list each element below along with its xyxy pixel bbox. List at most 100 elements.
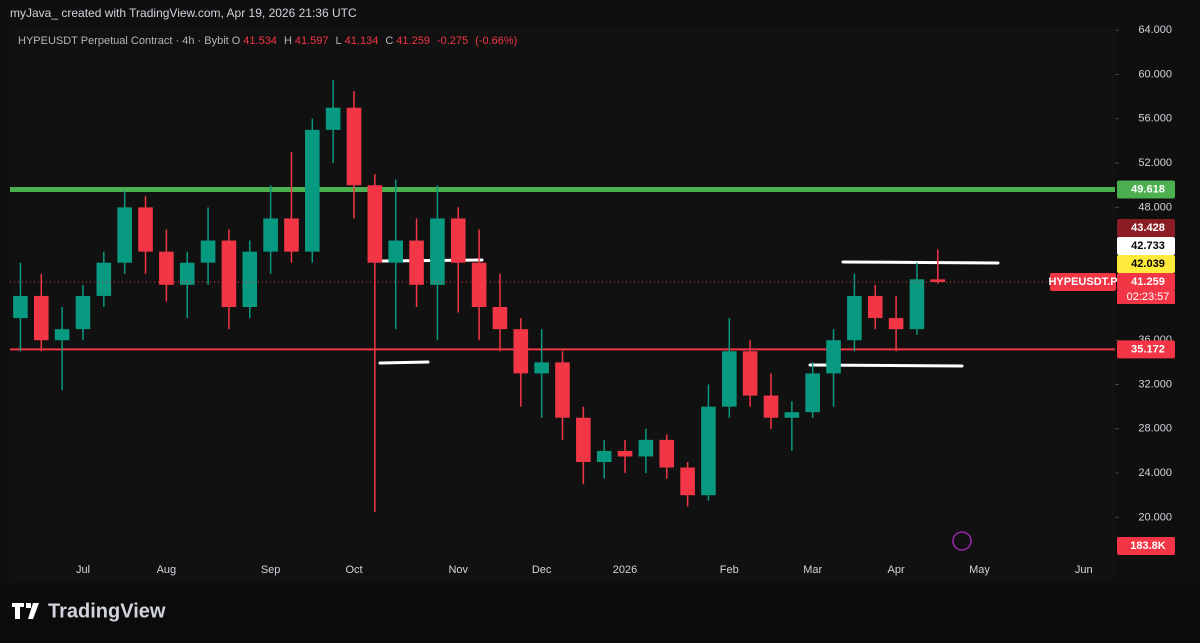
candle-body [33,295,49,341]
y-tick-label: 60.000 [1138,68,1172,80]
brand: TradingView [48,600,166,622]
symbol-badge [1050,272,1116,291]
candle-body [388,240,404,263]
o-label: O [231,35,241,47]
price-label: 42.039 [1131,258,1165,270]
plot-area [10,28,1115,580]
candle-body [159,251,174,285]
candle-body [909,279,925,330]
candle-body [117,207,132,263]
level-badge [1117,340,1175,359]
candle-body [638,439,654,457]
candle-body [471,262,487,307]
x-tick-label: Nov [448,564,468,576]
h-value: 41.597 [294,35,329,47]
candle-body [680,467,695,496]
alert-icon[interactable] [952,531,972,551]
price-badge [1117,236,1175,255]
y-tick-label: 32.000 [1138,378,1172,390]
x-tick-label: Oct [345,564,362,576]
x-tick-label: Jun [1075,564,1093,576]
candle-body [805,373,820,413]
candle-body [930,279,946,282]
footer [0,585,1200,643]
volume-label: 183.8K [1130,540,1166,552]
candle-body [263,218,278,252]
candle-body [826,340,841,374]
candle-body [492,307,508,330]
price-badge [1117,254,1175,273]
c-label: C [385,35,394,47]
candle-body [430,218,445,285]
level-label: 35.172 [1131,343,1165,355]
change: -0.275 [436,35,469,47]
candle-body [75,295,91,330]
x-tick-label: Mar [803,564,822,576]
x-tick-label: Aug [157,564,177,576]
x-tick-label: Sep [261,564,281,576]
h-label: H [283,35,292,47]
change-pct: (-0.66%) [475,35,518,47]
x-tick-label: Feb [720,564,739,576]
price-label: 41.259 [1131,276,1165,288]
candle-body [242,251,258,307]
l-label: L [335,35,342,47]
candle-body [13,295,28,319]
x-tick-label: Jul [76,564,90,576]
x-tick-label: 2026 [613,564,637,576]
logo [12,603,39,619]
candle-body [742,351,758,396]
candle-body [867,295,883,319]
l-value: 41.134 [344,35,379,47]
price-badge [1117,218,1175,237]
candle-body [617,450,633,457]
header-bar [0,0,1200,28]
candle-body [513,329,529,374]
level-badge [1117,180,1175,199]
y-tick-label: 64.000 [1138,24,1172,36]
y-tick-label: 48.000 [1138,201,1172,213]
price-badge [1117,272,1175,291]
candle-body [221,240,237,307]
candle-body [179,262,195,285]
candle-body [596,450,612,462]
o-value: 41.534 [243,35,277,47]
candle-body [325,107,341,130]
candle-body [721,351,737,407]
symbol: HYPEUSDT Perpetual Contract · 4h · Bybit [18,35,229,47]
symbol-label: HYPEUSDT.P [1048,276,1117,288]
y-tick-label: 56.000 [1138,113,1172,125]
candle-body [847,295,862,341]
candle-body [305,129,320,252]
volume-badge [1117,537,1175,555]
candle-body [888,318,904,330]
candle-body [784,412,800,418]
legend: HYPEUSDT Perpetual Contract · 4h · Bybit… [18,35,521,47]
price-label: 42.733 [1131,240,1165,252]
y-tick-label: 52.000 [1138,157,1172,169]
candle-body [534,362,549,374]
candle-body [346,107,362,186]
candle-body [409,240,424,285]
candle-body [54,329,70,341]
x-tick-label: Apr [888,564,905,576]
x-tick-label: May [969,564,990,576]
price-label: 43.428 [1131,222,1165,234]
y-tick-label: 28.000 [1138,423,1172,435]
c-value: 41.259 [396,35,430,47]
candle-body [200,240,216,263]
level-label: 49.618 [1131,183,1165,195]
candle-body [367,185,383,263]
y-tick-label: 20.000 [1138,511,1172,523]
candle-body [96,262,112,296]
y-tick-label: 24.000 [1138,467,1172,479]
candle-body [284,218,299,252]
candle-body [450,218,466,263]
candle-body [701,406,716,496]
candle-body [763,395,779,418]
candle-body [555,362,570,418]
candle-body [659,439,675,468]
countdown-bg [1117,290,1175,304]
